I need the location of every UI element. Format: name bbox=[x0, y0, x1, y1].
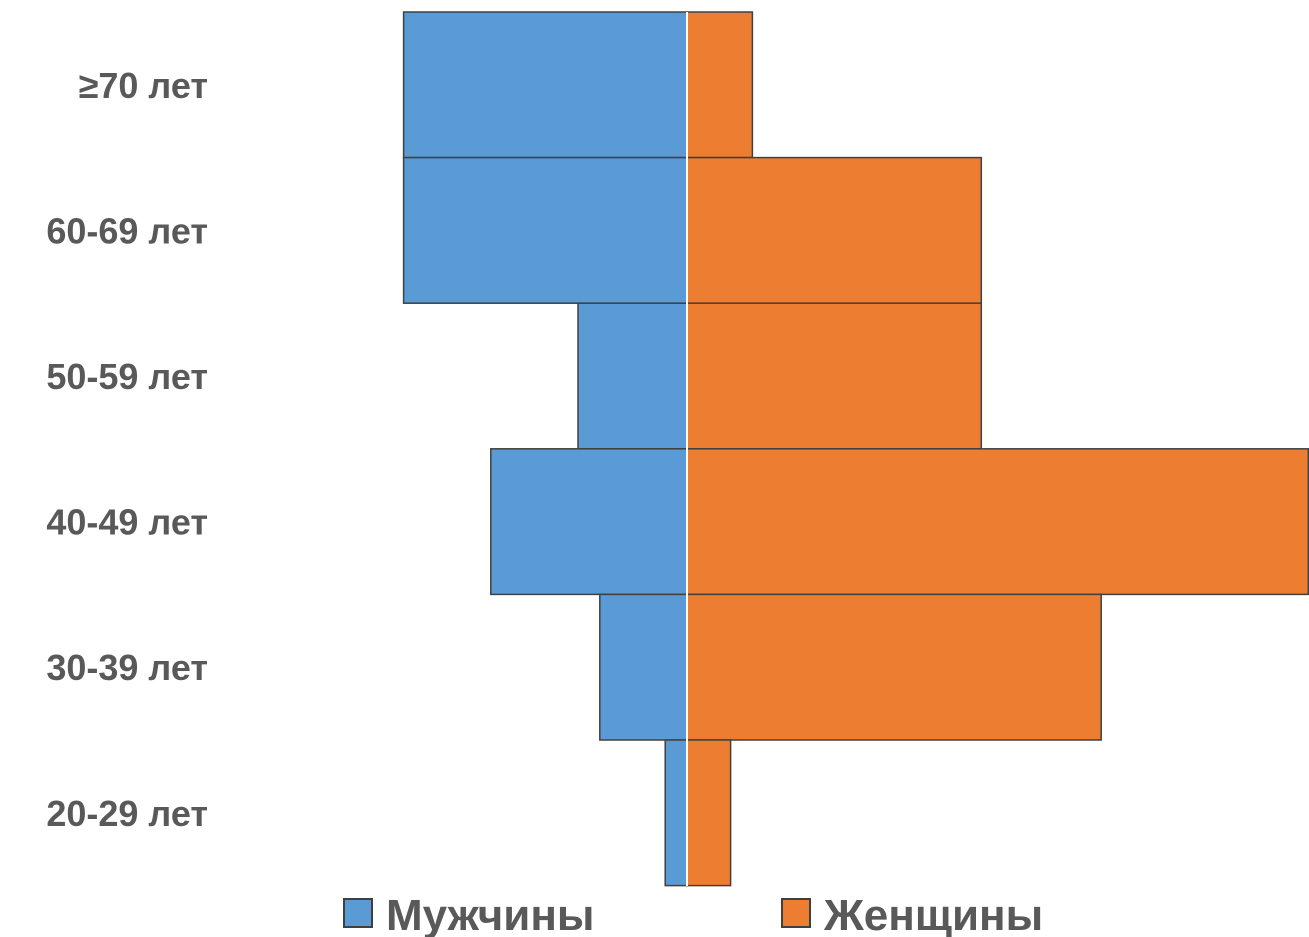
bar-female-20-29 bbox=[686, 739, 732, 887]
bars-series-female bbox=[686, 11, 1309, 887]
bar-female-50-59 bbox=[686, 302, 983, 450]
bar-female-60-69 bbox=[686, 156, 983, 304]
bar-male-30-39 bbox=[599, 593, 688, 741]
bars-series-male bbox=[402, 11, 688, 887]
category-label-70: ≥70 лет bbox=[79, 65, 208, 106]
bar-female-40-49 bbox=[686, 448, 1309, 596]
category-label-30-39: 30-39 лет bbox=[46, 647, 208, 688]
legend-swatch-male bbox=[343, 898, 373, 928]
category-label-60-69: 60-69 лет bbox=[46, 210, 208, 251]
legend-label-female: Женщины bbox=[823, 891, 1043, 937]
bar-male-70 bbox=[402, 11, 688, 159]
legend-item-male: Мужчины bbox=[343, 891, 595, 937]
bar-male-20-29 bbox=[664, 739, 688, 887]
bar-male-40-49 bbox=[490, 448, 688, 596]
legend-item-female: Женщины bbox=[781, 891, 1043, 937]
bar-male-50-59 bbox=[577, 302, 688, 450]
bar-male-60-69 bbox=[402, 156, 688, 304]
legend-swatch-female bbox=[781, 898, 811, 928]
bar-female-30-39 bbox=[686, 593, 1102, 741]
category-label-20-29: 20-29 лет bbox=[46, 793, 208, 834]
legend-label-male: Мужчины bbox=[386, 891, 595, 937]
category-label-50-59: 50-59 лет bbox=[46, 356, 208, 397]
legend: Мужчины Женщины bbox=[343, 891, 1043, 937]
category-label-40-49: 40-49 лет bbox=[46, 502, 208, 543]
bar-female-70 bbox=[686, 11, 754, 159]
category-labels: ≥70 лет 60-69 лет 50-59 лет 40-49 лет 30-39 … bbox=[46, 65, 208, 834]
